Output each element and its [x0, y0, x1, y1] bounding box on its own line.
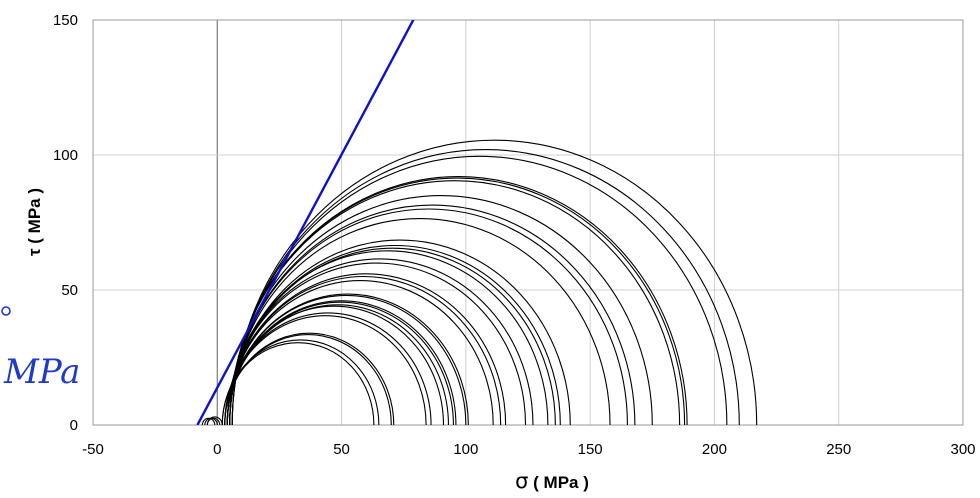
y-tick-label: 0: [70, 417, 78, 434]
mohr-circle: [226, 300, 457, 425]
x-tick-label: 150: [578, 441, 603, 458]
grid-lines: [92, 19, 964, 426]
mohr-circle: [229, 217, 611, 425]
x-tick-label: -50: [82, 441, 104, 458]
x-tick-label: 0: [213, 441, 221, 458]
x-axis-title: σ ( MPa ): [515, 469, 589, 493]
failure-envelope-line: [196, 20, 415, 425]
mohr-circle: [221, 339, 380, 425]
mohr-circle: [226, 293, 469, 425]
mohr-circle: [229, 180, 681, 425]
mohr-circle: [224, 315, 427, 425]
mohr-circle: [226, 275, 502, 425]
y-axis-title: τ ( MPa ): [25, 188, 44, 256]
plot-frame: [92, 19, 964, 426]
mohr-circle: [229, 244, 561, 425]
mohr-circle: [224, 332, 395, 425]
x-axis-unit: ( MPa ): [528, 473, 588, 492]
side-unit-label: MPa: [4, 352, 81, 392]
mohr-circle: [231, 139, 758, 425]
x-tick-label: 50: [333, 441, 350, 458]
y-tick-label: 50: [61, 282, 78, 299]
mohr-circle: [229, 177, 686, 425]
mohr-circle: [231, 156, 728, 425]
mohr-circle: [221, 342, 375, 425]
mohr-circle: [229, 239, 571, 425]
sigma-symbol: σ: [515, 469, 528, 493]
mohr-circle: [226, 250, 549, 425]
mohr-circle: [226, 280, 494, 425]
x-tick-label: 300: [950, 441, 975, 458]
x-tick-label: 200: [702, 441, 727, 458]
y-tick-label: 100: [53, 147, 78, 164]
plot-area: [196, 20, 758, 425]
mohr-circle: [231, 149, 740, 425]
x-tick-label: 250: [826, 441, 851, 458]
y-tick-label: 150: [53, 12, 78, 29]
x-tick-label: 100: [453, 441, 478, 458]
open-circle-marker: [1, 306, 11, 316]
